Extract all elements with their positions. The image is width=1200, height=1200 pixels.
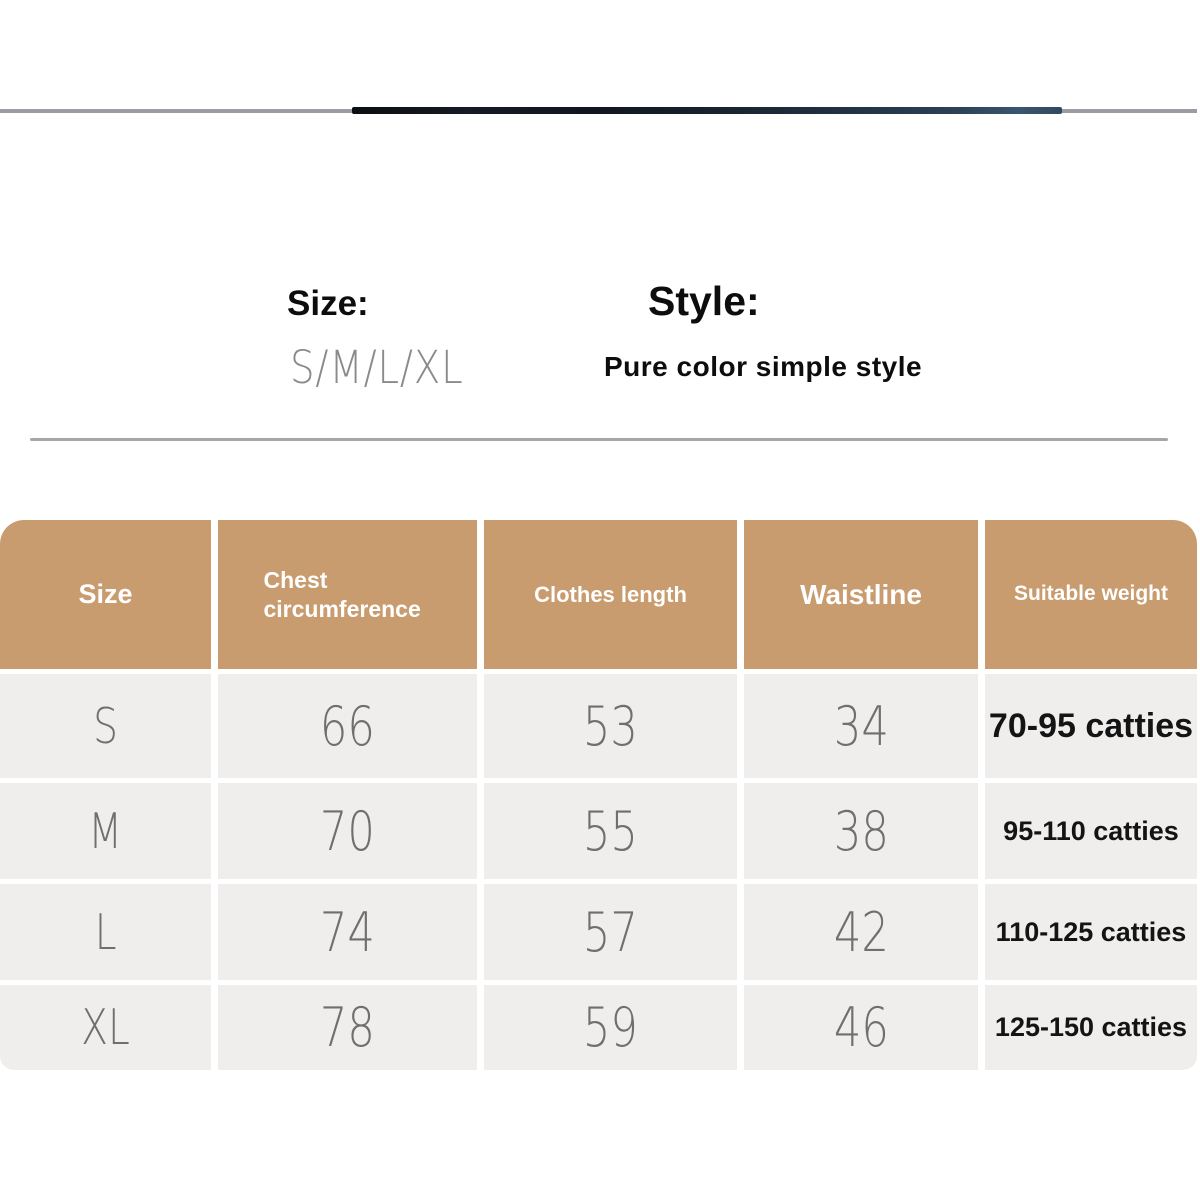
cell-length-xl: 59: [484, 985, 737, 1070]
column-header-clothes-length: Clothes length: [484, 520, 737, 669]
cell-chest-xl: 78: [218, 985, 477, 1070]
cell-waist-l: 42: [744, 884, 978, 980]
column-header-suitable-weight: Suitable weight: [985, 520, 1197, 669]
cell-weight-xl: 125-150 catties: [985, 985, 1197, 1070]
cell-weight-l: 110-125 catties: [985, 884, 1197, 980]
cell-length-l: 57: [484, 884, 737, 980]
size-chart-table: Size Chest circumference Clothes length …: [0, 520, 1197, 1070]
style-heading: Style:: [648, 278, 760, 324]
cell-length-m: 55: [484, 783, 737, 879]
column-header-waistline: Waistline: [744, 520, 978, 669]
cell-chest-s: 66: [218, 674, 477, 778]
cell-chest-m: 70: [218, 783, 477, 879]
cell-length-s: 53: [484, 674, 737, 778]
cell-size-l: L: [0, 884, 211, 980]
cell-waist-s: 34: [744, 674, 978, 778]
cell-size-m: M: [0, 783, 211, 879]
cell-chest-l: 74: [218, 884, 477, 980]
cell-size-s: S: [0, 674, 211, 778]
size-heading: Size:: [287, 284, 369, 323]
photo-bottom-edge-dark-segment: [352, 107, 1062, 114]
cell-weight-m: 95-110 catties: [985, 783, 1197, 879]
column-header-size: Size: [0, 520, 211, 669]
column-header-chest-circumference: Chest circumference: [218, 520, 477, 669]
size-options: S/M/L/XL: [290, 341, 464, 394]
cell-size-xl: XL: [0, 985, 211, 1070]
section-divider: [30, 438, 1168, 441]
cell-weight-s: 70-95 catties: [985, 674, 1197, 778]
cell-waist-m: 38: [744, 783, 978, 879]
style-description: Pure color simple style: [604, 351, 923, 382]
cell-waist-xl: 46: [744, 985, 978, 1070]
